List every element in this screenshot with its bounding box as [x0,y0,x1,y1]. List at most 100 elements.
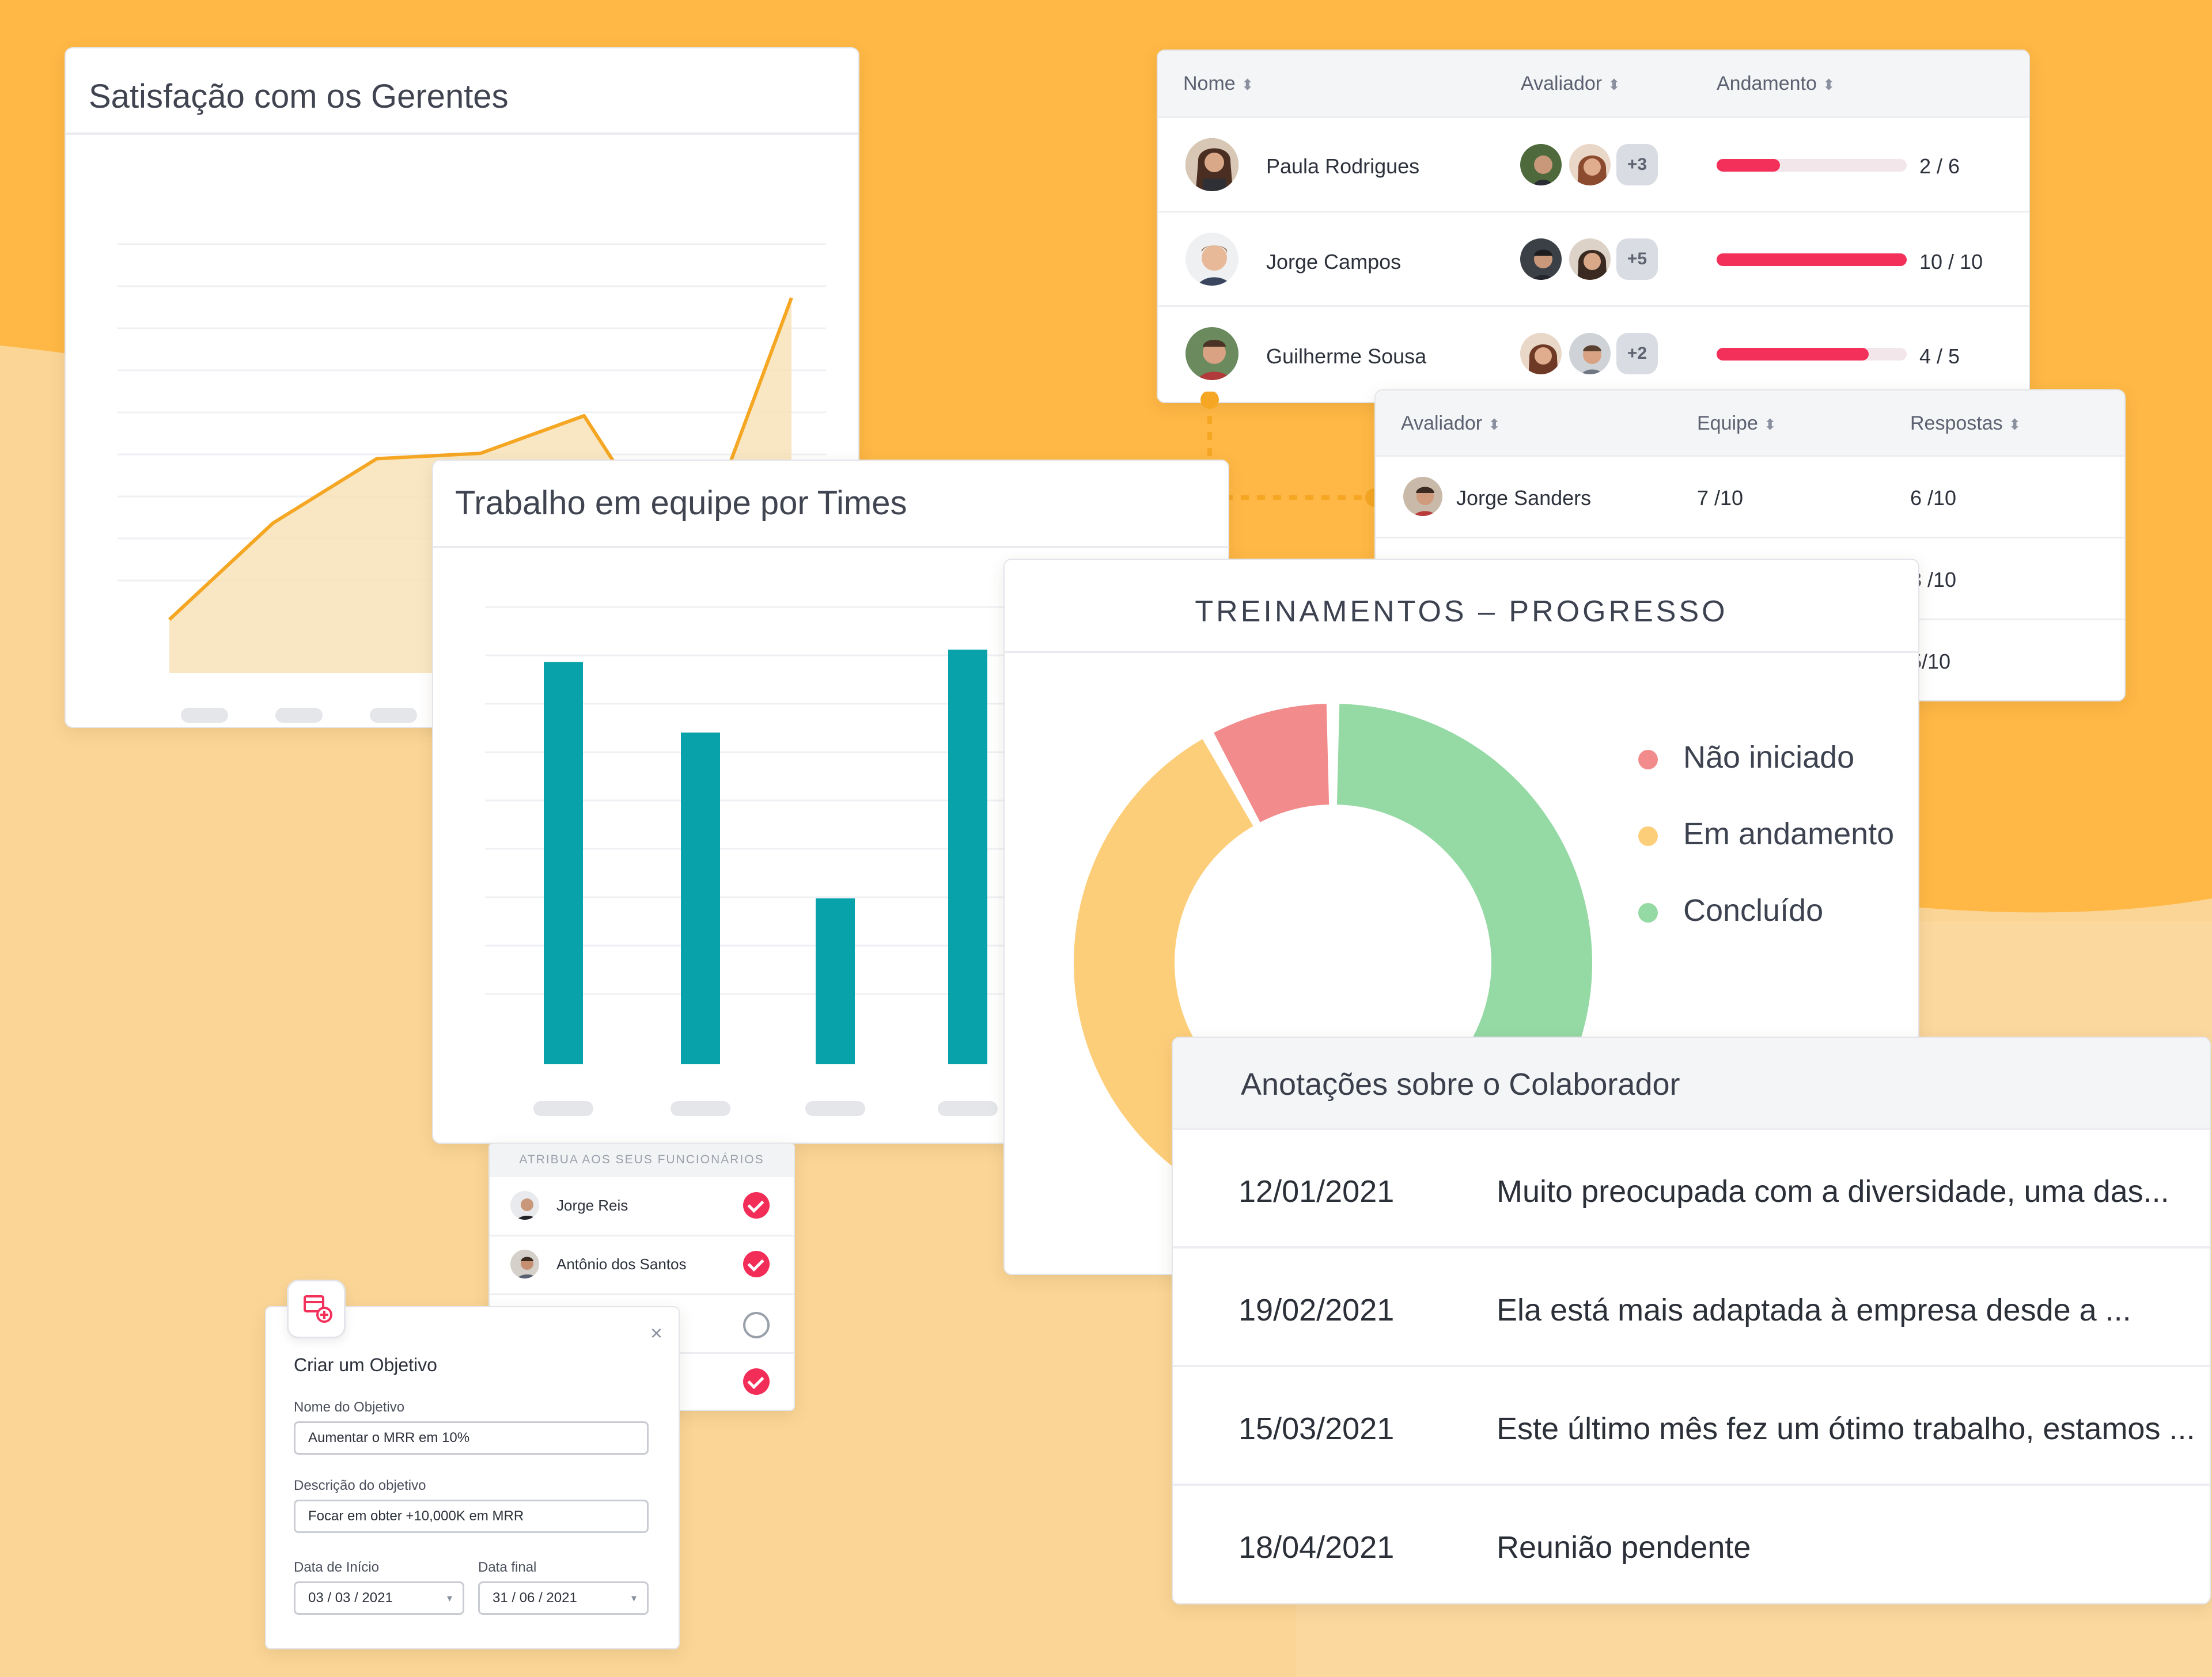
row-divider [1376,455,2124,457]
avatar [1567,236,1613,282]
end-date-label: Data final [478,1560,537,1575]
table-row-name: Paula Rodrigues [1266,154,1420,178]
donut-slice [1074,739,1330,1222]
evaluation-table-card: Nome ⬍ Avaliador ⬍ Andamento ⬍ Paula Rodrig… [1157,50,2030,403]
checkbox-checked[interactable] [743,1192,770,1219]
answers-value: 6 /10 [1910,486,1957,510]
objective-description-input[interactable]: Focar em obter +10,000K em MRR [294,1500,649,1533]
checkbox-checked[interactable] [743,1251,770,1277]
row-divider [1158,211,2029,213]
note-text[interactable]: Ela está mais adaptada à empresa desde a… [1497,1293,2131,1327]
note-text[interactable]: Muito preocupada com a diversidade, uma … [1497,1174,2169,1209]
card-divider [66,132,858,135]
progress-bar-fill [1717,348,1869,361]
team-value: 7 /10 [1697,486,1744,510]
note-date: 18/04/2021 [1238,1530,1395,1565]
x-tick-placeholder [275,708,323,723]
end-date-select[interactable]: 31 / 06 / 2021 ▾ [478,1581,649,1615]
x-tick-placeholder [181,708,228,723]
assign-header: ATRIBUA AOS SEUS FUNCIONÁRIOS [519,1153,764,1166]
note-text[interactable]: Este último mês fez um ótimo trabalho, e… [1497,1412,2195,1446]
start-date-label: Data de Início [294,1560,380,1575]
x-tick-placeholder [938,1101,998,1116]
table-row-name: Guilherme Sousa [1266,344,1427,368]
note-text[interactable]: Reunião pendente [1497,1530,1751,1565]
note-date: 15/03/2021 [1238,1412,1395,1446]
row-divider [490,1293,794,1295]
notes-card: Anotações sobre o Colaborador 12/01/2021… [1172,1037,2211,1604]
column-header-evaluator[interactable]: Avaliador ⬍ [1521,73,1620,94]
table-header: Avaliador ⬍ Equipe ⬍ Respostas ⬍ [1376,390,2124,455]
form-title: Criar um Objetivo [294,1354,437,1375]
assign-item-name: Jorge Reis [556,1197,628,1214]
row-divider [1376,537,2124,538]
row-divider [1158,116,2029,118]
chevron-down-icon: ▾ [446,1592,452,1604]
satisfaction-title: Satisfação com os Gerentes [89,78,509,115]
objective-description-label: Descrição do objetivo [294,1478,426,1493]
avatar [1183,136,1241,193]
column-header-team[interactable]: Equipe ⬍ [1697,412,1777,434]
progress-label: 4 / 5 [1919,344,1960,368]
legend-label: Em andamento [1683,817,1895,851]
sort-icon: ⬍ [1241,76,1254,93]
legend-dot-not-started [1638,750,1658,769]
bar [948,650,987,1064]
progress-bar [1717,348,1907,361]
x-tick-placeholder [805,1101,865,1116]
row-divider [490,1235,794,1236]
avatar [1518,331,1564,377]
progress-label: 10 / 10 [1919,250,1983,274]
teamwork-title: Trabalho em equipe por Times [455,484,907,522]
avatar [1401,475,1445,518]
notes-header: Anotações sobre o Colaborador [1173,1038,2210,1128]
avatar [508,1247,541,1281]
sort-icon: ⬍ [1822,76,1835,93]
progress-bar-fill [1717,253,1907,266]
row-divider [1173,1128,2210,1130]
objective-name-label: Nome do Objetivo [294,1399,405,1415]
close-icon[interactable]: × [650,1321,662,1345]
bar [681,733,720,1064]
start-date-select[interactable]: 03 / 03 / 2021 ▾ [294,1581,464,1615]
column-header-evaluator[interactable]: Avaliador ⬍ [1401,412,1501,434]
avatar [1518,236,1564,282]
table-row-name: Jorge Sanders [1456,486,1592,510]
progress-bar-fill [1717,159,1780,172]
note-date: 19/02/2021 [1238,1293,1395,1327]
checkbox-unchecked[interactable] [743,1312,770,1338]
avatar [1567,142,1613,188]
column-header-name[interactable]: Nome ⬍ [1183,73,1254,94]
column-header-progress[interactable]: Andamento ⬍ [1717,73,1835,94]
checkbox-checked[interactable] [743,1368,770,1395]
sort-icon: ⬍ [1488,416,1501,433]
legend-label: Concluído [1683,893,1824,928]
avatar [1183,325,1241,382]
chevron-down-icon: ▾ [631,1592,637,1604]
extra-evaluators-badge[interactable]: +5 [1616,238,1658,280]
x-tick-placeholder [370,708,417,723]
row-divider [1173,1483,2210,1486]
avatar [1183,230,1241,288]
avatar [1567,331,1613,377]
row-divider [1158,305,2029,307]
donut-slice [1214,704,1330,822]
x-tick-placeholder [671,1101,730,1116]
objective-icon-badge [287,1280,346,1338]
column-header-answers[interactable]: Respostas ⬍ [1910,412,2021,434]
card-divider [433,546,1228,548]
table-row-name: Jorge Campos [1266,250,1402,274]
progress-bar [1717,253,1907,266]
training-title: TREINAMENTOS – PROGRESSO [1195,595,1728,628]
bar [816,898,855,1064]
row-divider [1173,1246,2210,1249]
card-divider [1005,651,1918,653]
create-objective-card: × Criar um Objetivo Nome do Objetivo Aum… [265,1280,680,1649]
extra-evaluators-badge[interactable]: +3 [1616,144,1658,185]
objective-name-input[interactable]: Aumentar o MRR em 10% [294,1421,649,1455]
legend-label: Não iniciado [1683,740,1855,775]
assign-item-name: Antônio dos Santos [556,1255,687,1273]
extra-evaluators-badge[interactable]: +2 [1616,333,1658,374]
sort-icon: ⬍ [1608,76,1620,93]
sort-icon: ⬍ [1763,416,1777,433]
